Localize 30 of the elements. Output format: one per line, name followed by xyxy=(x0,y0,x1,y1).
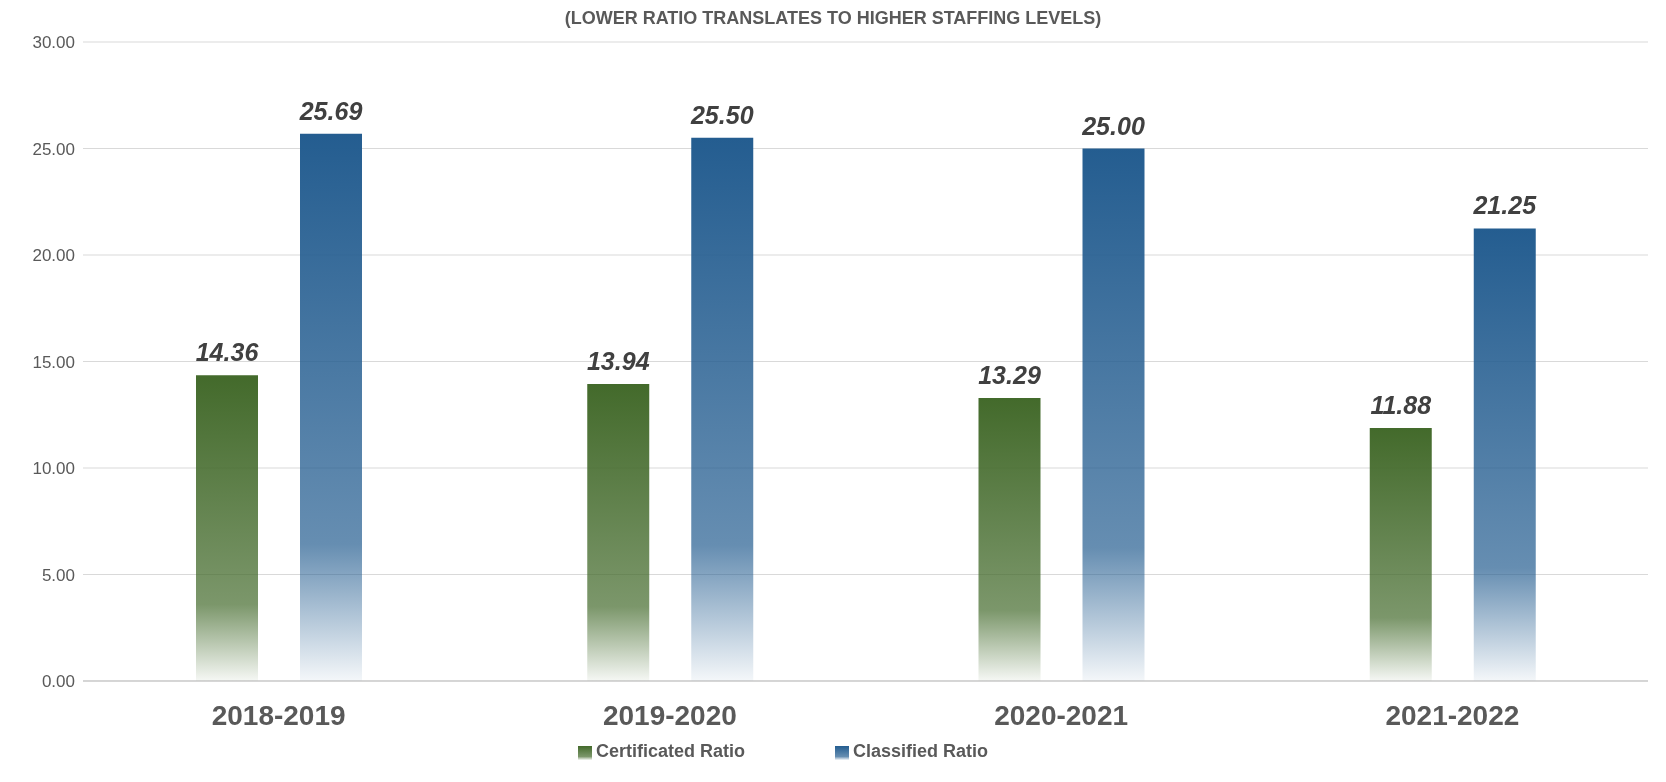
bar xyxy=(196,375,258,681)
x-tick-label: 2019-2020 xyxy=(602,699,737,731)
y-tick-label: 0.00 xyxy=(41,672,75,692)
data-label: 25.69 xyxy=(298,96,363,125)
data-label: 14.36 xyxy=(195,338,260,367)
x-tick-label: 2021-2022 xyxy=(1385,699,1520,731)
legend-label: Classified Ratio xyxy=(852,741,989,761)
legend-label: Certificated Ratio xyxy=(595,741,745,761)
data-label: 25.00 xyxy=(1081,111,1145,140)
bar xyxy=(300,133,362,681)
y-tick-label: 20.00 xyxy=(32,246,75,266)
y-tick-label: 15.00 xyxy=(32,352,75,372)
y-tick-label: 10.00 xyxy=(32,459,75,479)
bar xyxy=(1369,427,1432,681)
data-label: 21.25 xyxy=(1472,191,1538,220)
bar xyxy=(978,397,1041,681)
data-label: 11.88 xyxy=(1370,390,1432,419)
y-tick-label: 5.00 xyxy=(41,565,75,585)
data-label: 13.29 xyxy=(978,360,1041,389)
y-tick-label: 25.00 xyxy=(32,139,75,159)
x-tick-label: 2018-2019 xyxy=(211,699,346,731)
data-label: 25.50 xyxy=(689,100,754,129)
data-label: 13.94 xyxy=(586,347,650,376)
bar xyxy=(1473,228,1536,681)
bar xyxy=(691,137,754,681)
y-tick-label: 30.00 xyxy=(32,33,75,53)
bar xyxy=(587,384,650,681)
bar xyxy=(1082,148,1145,681)
x-tick-label: 2020-2021 xyxy=(994,699,1129,731)
chart-subtitle: (LOWER RATIO TRANSLATES TO HIGHER STAFFING LEVELS) xyxy=(563,8,1103,30)
